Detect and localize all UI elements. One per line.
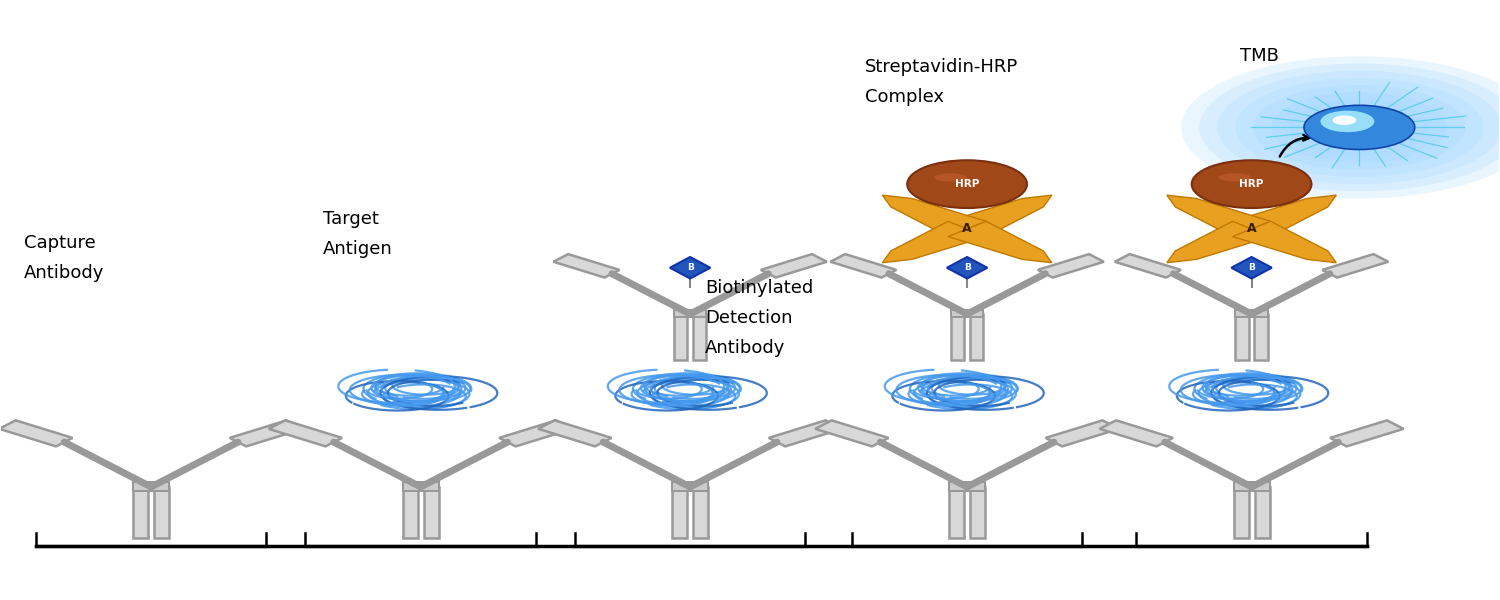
FancyBboxPatch shape: [950, 482, 986, 491]
FancyBboxPatch shape: [1233, 482, 1269, 491]
FancyBboxPatch shape: [1046, 421, 1119, 446]
FancyBboxPatch shape: [134, 482, 170, 491]
FancyBboxPatch shape: [1323, 254, 1389, 278]
Text: Detection: Detection: [705, 309, 792, 327]
FancyBboxPatch shape: [500, 421, 573, 446]
FancyBboxPatch shape: [402, 482, 438, 491]
FancyBboxPatch shape: [970, 487, 986, 538]
FancyBboxPatch shape: [1038, 254, 1104, 278]
FancyBboxPatch shape: [760, 254, 826, 278]
Text: TMB: TMB: [1239, 47, 1278, 65]
Text: HRP: HRP: [1239, 179, 1264, 189]
FancyBboxPatch shape: [1254, 314, 1268, 360]
Text: B: B: [687, 263, 693, 272]
FancyBboxPatch shape: [674, 314, 687, 360]
Polygon shape: [1167, 221, 1270, 263]
Circle shape: [1180, 56, 1500, 199]
Text: Target: Target: [324, 211, 380, 229]
Polygon shape: [948, 195, 1052, 236]
FancyBboxPatch shape: [1236, 314, 1250, 360]
Circle shape: [1288, 100, 1430, 155]
FancyBboxPatch shape: [1114, 254, 1180, 278]
FancyBboxPatch shape: [402, 487, 417, 538]
FancyBboxPatch shape: [970, 314, 984, 360]
Text: HRP: HRP: [956, 179, 980, 189]
Ellipse shape: [1218, 173, 1251, 182]
Text: B: B: [1248, 263, 1256, 272]
FancyBboxPatch shape: [154, 487, 170, 538]
Text: Antibody: Antibody: [705, 339, 786, 357]
Polygon shape: [670, 257, 711, 278]
Circle shape: [1252, 85, 1466, 170]
FancyBboxPatch shape: [538, 421, 612, 446]
Text: Antibody: Antibody: [24, 264, 104, 282]
FancyBboxPatch shape: [831, 254, 897, 278]
FancyBboxPatch shape: [1233, 487, 1248, 538]
FancyBboxPatch shape: [672, 487, 687, 538]
FancyBboxPatch shape: [1236, 310, 1268, 317]
FancyBboxPatch shape: [268, 421, 342, 446]
Ellipse shape: [934, 173, 968, 182]
Circle shape: [1191, 160, 1311, 208]
Text: A: A: [1246, 223, 1257, 235]
FancyBboxPatch shape: [1330, 421, 1404, 446]
FancyBboxPatch shape: [951, 310, 984, 317]
Polygon shape: [946, 257, 987, 278]
FancyBboxPatch shape: [1100, 421, 1173, 446]
Text: Biotinylated: Biotinylated: [705, 279, 813, 297]
Text: Capture: Capture: [24, 234, 96, 252]
Text: A: A: [963, 223, 972, 235]
Polygon shape: [882, 195, 986, 236]
FancyBboxPatch shape: [423, 487, 438, 538]
Circle shape: [1216, 71, 1500, 184]
FancyBboxPatch shape: [134, 487, 148, 538]
Circle shape: [908, 160, 1028, 208]
FancyBboxPatch shape: [768, 421, 842, 446]
Circle shape: [1320, 110, 1374, 132]
Polygon shape: [948, 221, 1052, 263]
Polygon shape: [882, 221, 986, 263]
Text: Antigen: Antigen: [324, 240, 393, 258]
Polygon shape: [1232, 257, 1272, 278]
FancyBboxPatch shape: [950, 487, 964, 538]
FancyBboxPatch shape: [672, 482, 708, 491]
FancyBboxPatch shape: [0, 421, 72, 446]
Circle shape: [1270, 92, 1448, 163]
Circle shape: [1198, 64, 1500, 191]
Text: B: B: [963, 263, 970, 272]
Circle shape: [1304, 106, 1414, 149]
FancyBboxPatch shape: [1254, 487, 1269, 538]
FancyBboxPatch shape: [693, 314, 706, 360]
FancyBboxPatch shape: [554, 254, 620, 278]
Polygon shape: [1167, 195, 1270, 236]
Circle shape: [1332, 115, 1356, 125]
FancyBboxPatch shape: [693, 487, 708, 538]
Text: Complex: Complex: [865, 88, 945, 106]
FancyBboxPatch shape: [674, 310, 706, 317]
FancyBboxPatch shape: [230, 421, 303, 446]
Polygon shape: [1233, 221, 1336, 263]
FancyBboxPatch shape: [815, 421, 888, 446]
FancyBboxPatch shape: [951, 314, 964, 360]
Circle shape: [1234, 78, 1484, 177]
Polygon shape: [1233, 195, 1336, 236]
Text: Streptavidin-HRP: Streptavidin-HRP: [865, 58, 1018, 76]
